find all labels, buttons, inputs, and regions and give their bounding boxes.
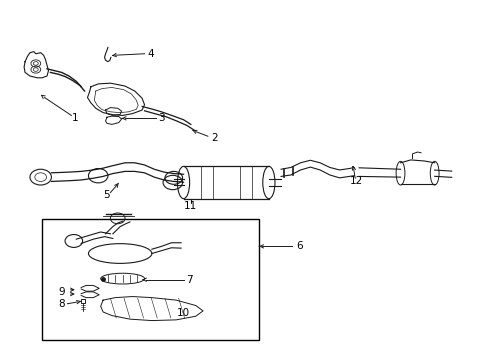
Text: 7: 7 (186, 275, 192, 285)
Bar (42, 220, 259, 339)
Text: 1: 1 (71, 113, 78, 123)
Text: 4: 4 (147, 49, 154, 59)
Text: 8: 8 (58, 299, 65, 309)
Text: 9: 9 (58, 287, 65, 297)
Text: 6: 6 (295, 241, 302, 251)
Text: 12: 12 (349, 176, 363, 186)
Text: 10: 10 (177, 308, 190, 318)
Text: 2: 2 (210, 133, 217, 143)
Text: 11: 11 (184, 201, 197, 211)
Text: 3: 3 (158, 113, 164, 123)
Text: 5: 5 (103, 190, 110, 200)
